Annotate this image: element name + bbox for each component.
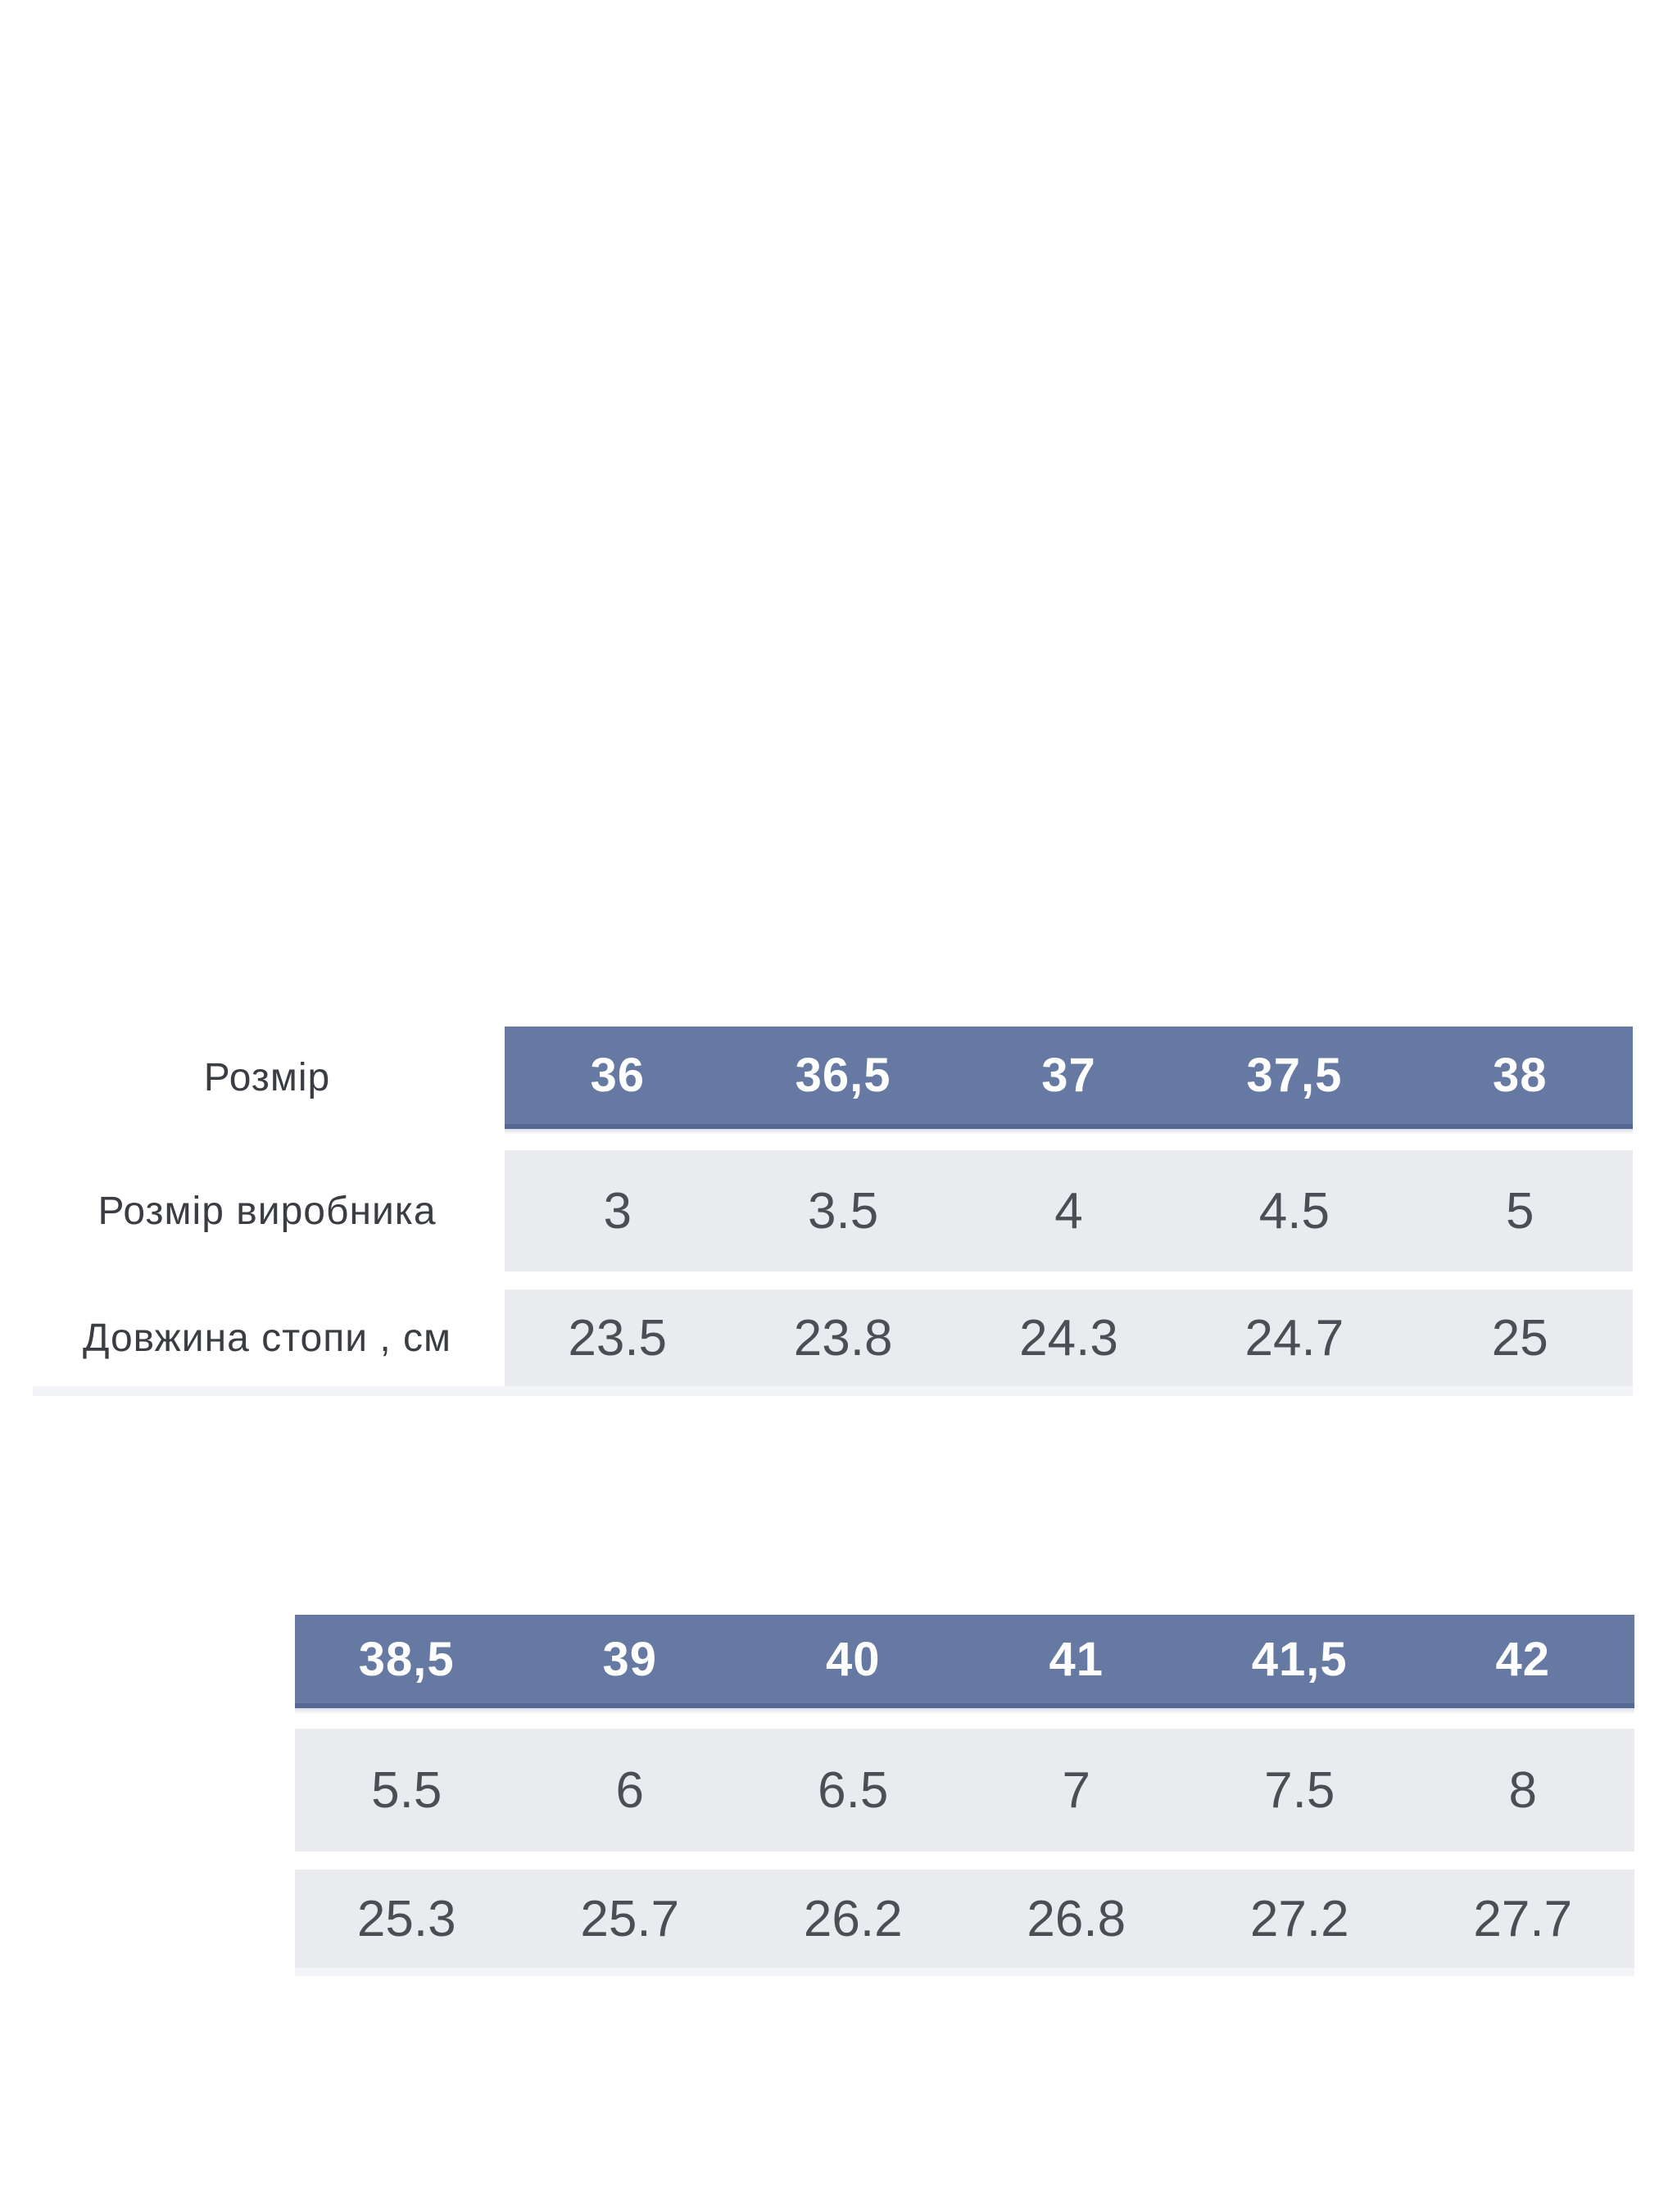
table-cell: 6.5 [818, 1761, 889, 1819]
table1-label-size: Розмір [203, 1056, 331, 1099]
table-cell: 3.5 [807, 1182, 879, 1240]
table1-manufacturer-size-row: 3 3.5 4 4.5 5 [505, 1150, 1633, 1271]
table1-bottom-border [33, 1386, 1633, 1396]
table1-header-cell: 36 [590, 1049, 645, 1102]
table2-bottom-border [295, 1968, 1634, 1976]
table-cell: 25.3 [356, 1890, 456, 1947]
table-cell: 7.5 [1264, 1761, 1335, 1819]
table2-header-cell: 38,5 [358, 1632, 455, 1686]
table1-header-cell: 37,5 [1246, 1049, 1343, 1102]
table2-manufacturer-size-row: 5.5 6 6.5 7 7.5 8 [295, 1729, 1634, 1852]
table-cell: 24.7 [1244, 1309, 1344, 1367]
table1-header-cell: 36,5 [795, 1049, 891, 1102]
table2-header-cell: 40 [825, 1632, 881, 1686]
table-cell: 3 [603, 1182, 632, 1240]
table-cell: 23.5 [568, 1309, 668, 1367]
table1-header-cell: 37 [1041, 1049, 1096, 1102]
table2-header-row: 38,5 39 40 41 41,5 42 [295, 1615, 1634, 1714]
table2-foot-length-row: 25.3 25.7 26.2 26.8 27.2 27.7 [295, 1870, 1634, 1968]
table2-header-cell: 41 [1049, 1632, 1104, 1686]
table-cell: 25.7 [580, 1890, 680, 1947]
table-cell: 24.3 [1019, 1309, 1118, 1367]
table-cell: 8 [1508, 1761, 1537, 1819]
table-cell: 5.5 [371, 1761, 442, 1819]
table1-foot-length-row: 23.5 23.8 24.3 24.7 25 [505, 1290, 1633, 1386]
table-cell: 6 [615, 1761, 644, 1819]
table-cell: 25 [1491, 1309, 1548, 1367]
table1-label-foot-length: Довжина стопи , см [82, 1316, 452, 1360]
table1-header-cell: 38 [1493, 1049, 1548, 1102]
table1-label-manufacturer-size: Розмір виробника [97, 1189, 437, 1233]
table-cell: 7 [1062, 1761, 1090, 1819]
table-cell: 26.8 [1027, 1890, 1126, 1947]
table2-header-cell: 42 [1495, 1632, 1550, 1686]
table-cell: 4 [1054, 1182, 1083, 1240]
table-cell: 4.5 [1258, 1182, 1330, 1240]
table-cell: 27.7 [1473, 1890, 1573, 1947]
table-cell: 23.8 [793, 1309, 893, 1367]
table-cell: 5 [1506, 1182, 1534, 1240]
table2-header-cell: 39 [602, 1632, 657, 1686]
table1-header-row: 36 36,5 37 37,5 38 [505, 1027, 1633, 1135]
table2-header-cell: 41,5 [1251, 1632, 1348, 1686]
table-cell: 26.2 [803, 1890, 903, 1947]
table-cell: 27.2 [1249, 1890, 1349, 1947]
